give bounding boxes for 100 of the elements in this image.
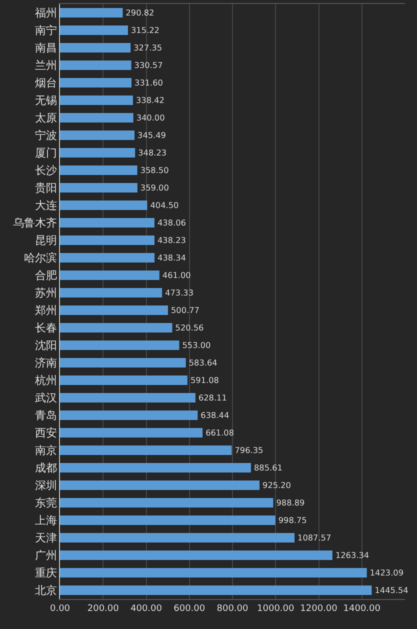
x-tick-label: 1200.00 (300, 604, 338, 614)
data-label: 500.77 (171, 304, 200, 315)
y-tick-label: 无锡 (34, 94, 57, 108)
bar (60, 200, 148, 210)
bar (60, 165, 138, 176)
bar (60, 498, 274, 508)
y-tick-label: 厦门 (34, 146, 57, 160)
data-label: 345.49 (138, 130, 166, 140)
y-tick-label: 贵阳 (34, 182, 57, 195)
y-tick-label: 长沙 (34, 164, 57, 178)
y-tick-label: 上海 (34, 514, 57, 528)
data-label: 796.35 (234, 444, 264, 455)
bar (60, 78, 132, 88)
bar (60, 532, 295, 543)
bar (60, 305, 168, 316)
data-label: 404.50 (150, 200, 179, 210)
x-tick-label: 600.00 (174, 604, 206, 614)
data-label: 925.20 (262, 480, 291, 490)
data-label: 331.60 (134, 77, 163, 88)
bar (60, 112, 134, 123)
y-tick-label: 太原 (34, 112, 57, 125)
data-label: 638.44 (200, 410, 230, 420)
data-label: 553.00 (182, 340, 211, 350)
bar (60, 8, 123, 18)
data-label: 358.50 (140, 164, 169, 175)
data-label: 438.06 (157, 217, 186, 228)
bar (60, 288, 162, 298)
y-tick-label: 青岛 (34, 409, 57, 422)
bar (60, 95, 133, 106)
y-tick-label: 南京 (34, 444, 57, 458)
y-tick-label: 天津 (34, 532, 57, 545)
bar (60, 550, 332, 560)
data-label: 359.00 (140, 182, 169, 192)
data-label: 591.08 (190, 374, 219, 385)
bar (60, 340, 180, 350)
y-tick-label: 东莞 (34, 496, 57, 510)
bar (60, 358, 186, 368)
y-tick-label: 昆明 (34, 234, 57, 248)
y-tick-label: 哈尔滨 (24, 252, 57, 265)
bar (60, 218, 154, 228)
y-tick-label: 杭州 (34, 374, 57, 388)
y-tick-label: 长春 (34, 322, 57, 335)
bar (60, 130, 134, 140)
data-label: 1263.34 (335, 550, 370, 560)
bar (60, 462, 251, 473)
y-tick-label: 深圳 (34, 479, 57, 492)
data-label: 520.56 (175, 322, 204, 332)
data-label: 461.00 (162, 270, 191, 280)
y-tick-label: 重庆 (34, 566, 57, 580)
y-tick-label: 武汉 (34, 392, 57, 405)
y-tick-label: 乌鲁木齐 (12, 216, 57, 230)
bar (60, 480, 260, 490)
bar (60, 42, 131, 53)
y-tick-label: 郑州 (34, 304, 57, 318)
x-tick-label: 1000.00 (257, 604, 295, 614)
y-tick-label: 烟台 (34, 76, 57, 90)
data-label: 661.08 (206, 427, 234, 438)
y-tick-label: 成都 (34, 462, 57, 475)
x-tick-label: 800.00 (216, 604, 249, 614)
data-label: 988.89 (276, 497, 305, 508)
y-tick-label: 宁波 (34, 129, 57, 142)
bar (60, 182, 138, 193)
bar (60, 445, 232, 456)
data-label: 583.64 (188, 357, 218, 368)
data-label: 290.82 (126, 7, 154, 18)
bar (60, 515, 276, 526)
y-tick-label: 南宁 (34, 24, 57, 38)
y-tick-label: 苏州 (34, 286, 57, 300)
bar (60, 322, 172, 333)
y-tick-label: 合肥 (34, 269, 57, 282)
bar (60, 568, 367, 578)
bar (60, 252, 155, 263)
y-tick-label: 西安 (34, 426, 57, 440)
data-label: 1423.09 (370, 567, 404, 578)
data-label: 348.23 (138, 147, 167, 158)
bar (60, 375, 188, 386)
bar (60, 60, 132, 70)
x-tick-label: 400.00 (130, 604, 162, 614)
y-tick-label: 沈阳 (34, 339, 57, 352)
bar (60, 585, 372, 596)
bar (60, 148, 136, 158)
y-tick-label: 南昌 (34, 42, 57, 55)
bar (60, 270, 160, 280)
y-tick-label: 济南 (34, 356, 57, 370)
data-label: 338.42 (136, 94, 164, 105)
bar (60, 235, 154, 246)
y-tick-label: 福州 (34, 6, 57, 20)
bar (60, 428, 203, 438)
data-label: 327.35 (134, 42, 162, 52)
data-label: 438.34 (158, 252, 186, 262)
data-label: 330.57 (134, 60, 163, 70)
data-label: 340.00 (136, 112, 165, 122)
bar (60, 392, 196, 403)
y-tick-label: 兰州 (34, 59, 57, 72)
data-label: 628.11 (198, 392, 227, 402)
x-tick-label: 1400.00 (343, 604, 381, 614)
data-label: 1445.54 (374, 584, 408, 595)
y-tick-label: 大连 (34, 199, 57, 212)
data-label: 1087.57 (298, 532, 332, 542)
x-tick-label: 0.00 (50, 604, 70, 614)
